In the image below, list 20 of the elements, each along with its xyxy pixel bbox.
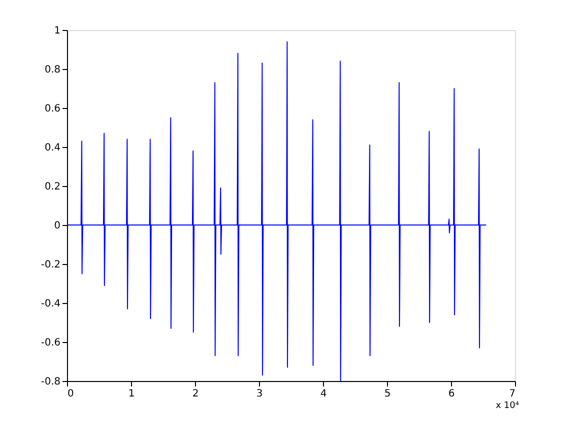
- y-tick-label: -0.4: [40, 298, 60, 310]
- y-tick-label: 0.8: [44, 64, 60, 76]
- x-tick-label: 6: [448, 388, 455, 400]
- y-tick-label: 0.2: [44, 182, 60, 192]
- y-tick-label: -0.2: [40, 260, 60, 270]
- x-tick-label: 0: [68, 388, 74, 400]
- x-tick-label: 1: [128, 388, 135, 400]
- line-series: [66, 41, 487, 382]
- y-tick-label: 0: [54, 220, 60, 232]
- y-tick-label: -0.8: [40, 376, 60, 388]
- x-tick-label: 5: [384, 388, 391, 400]
- y-tick-label: -0.6: [40, 338, 60, 348]
- x-tick-label: 7: [509, 388, 516, 400]
- y-tick-label: 0.6: [44, 104, 60, 114]
- text: x 10⁴: [496, 401, 520, 411]
- y-tick-label: 1: [54, 26, 60, 36]
- x-tick-label: 2: [192, 388, 199, 400]
- x-tick-label: 3: [256, 388, 263, 400]
- y-tick-label: 0.4: [44, 142, 60, 154]
- x-tick-label: 4: [320, 388, 327, 400]
